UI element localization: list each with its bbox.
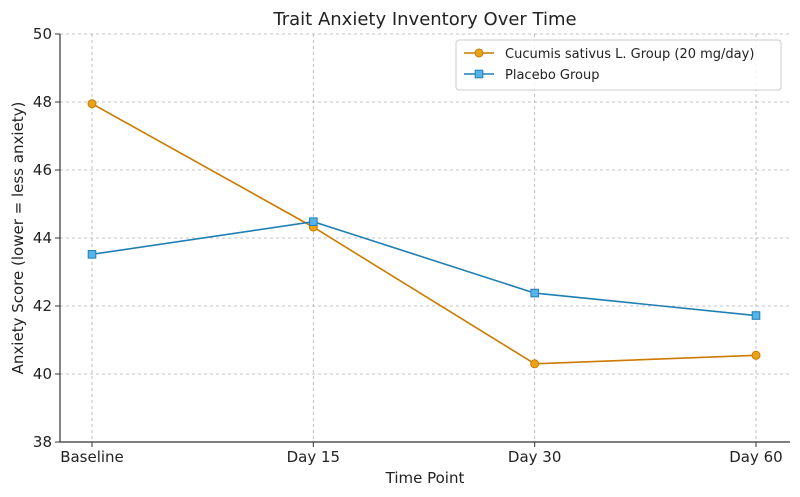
data-point xyxy=(751,350,761,360)
chart-title: Trait Anxiety Inventory Over Time xyxy=(272,9,576,30)
data-point xyxy=(87,250,97,259)
legend-item: Placebo Group xyxy=(464,68,599,83)
y-tick-label: 44 xyxy=(33,229,52,247)
y-tick-label: 50 xyxy=(33,25,52,43)
series xyxy=(87,99,761,369)
x-axis-label: Time Point xyxy=(385,469,465,487)
x-tick-label: Day 15 xyxy=(287,448,340,466)
data-point xyxy=(530,288,539,298)
grid xyxy=(60,33,790,442)
series-line xyxy=(91,220,757,317)
y-tick-label: 48 xyxy=(33,93,52,111)
data-point xyxy=(751,311,761,320)
x-tick-label: Day 60 xyxy=(729,448,782,466)
legend-label: Cucumis sativus L. Group (20 mg/day) xyxy=(505,47,754,62)
y-tick-label: 40 xyxy=(33,365,52,383)
axes: 38 40 42 44 46 48 50 Baseline Day 15 Day 30 Day 60 xyxy=(33,25,790,466)
series-1 xyxy=(87,217,761,320)
data-point xyxy=(87,99,97,109)
y-tick-label: 46 xyxy=(33,161,52,179)
y-tick-label: 42 xyxy=(33,297,52,315)
series-line xyxy=(91,103,757,365)
y-tick-label: 38 xyxy=(33,433,52,451)
y-axis-label: Anxiety Score (lower = less anxiety) xyxy=(9,102,27,375)
data-point xyxy=(530,359,540,369)
legend-label: Placebo Group xyxy=(505,68,599,83)
series-0 xyxy=(87,99,761,369)
x-tick-label: Baseline xyxy=(60,448,124,466)
legend-item: Cucumis sativus L. Group (20 mg/day) xyxy=(464,47,754,62)
data-point xyxy=(309,217,318,226)
legend-marker xyxy=(474,69,484,79)
legend-marker xyxy=(474,48,484,58)
legend: Cucumis sativus L. Group (20 mg/day) Plac… xyxy=(455,39,782,91)
x-tick-label: Day 30 xyxy=(508,448,561,466)
legend-box xyxy=(455,39,782,91)
